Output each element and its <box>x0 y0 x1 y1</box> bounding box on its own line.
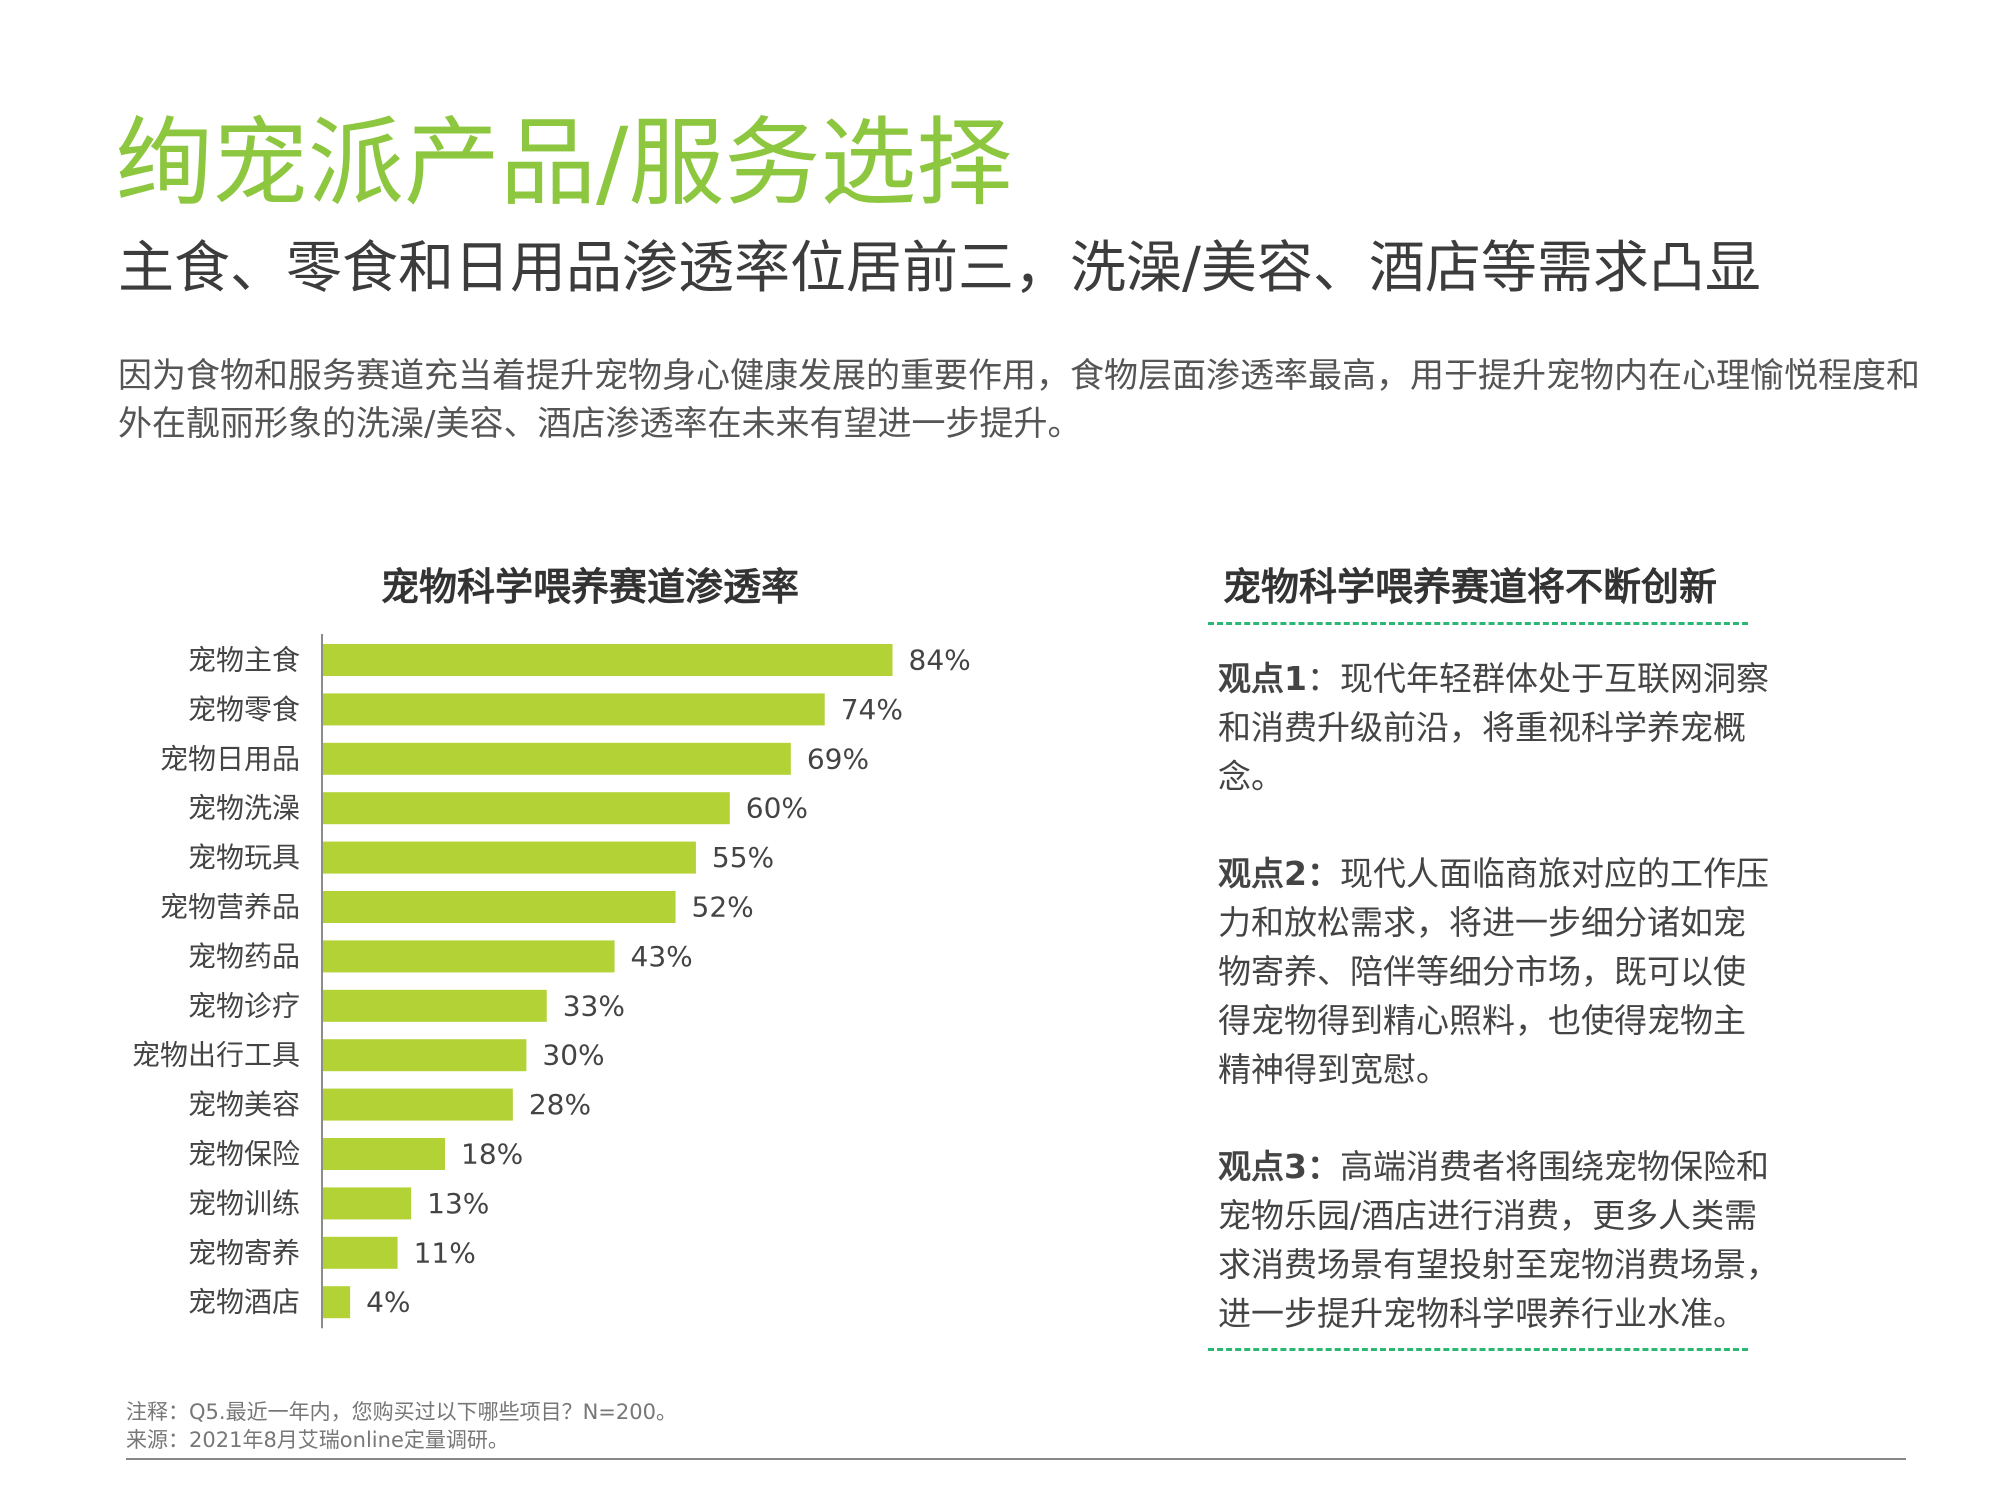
insight-point-2-label: 观点2： <box>1218 854 1340 893</box>
insight-point-3-line-3: 求消费场景有望投射至宠物消费场景， <box>1218 1245 1779 1284</box>
bar <box>323 792 730 825</box>
category-label: 宠物美容 <box>188 1088 300 1121</box>
bar <box>323 1286 351 1319</box>
value-label: 55% <box>712 841 774 874</box>
bar <box>323 841 696 874</box>
bar <box>323 644 893 676</box>
category-label: 宠物酒店 <box>188 1286 300 1319</box>
bar <box>323 1039 527 1072</box>
description-line-1: 因为食物和服务赛道充当着提升宠物身心健康发展的重要作用，食物层面渗透率最高，用于… <box>118 356 1920 396</box>
insight-point-3: 观点3：高端消费者将围绕宠物保险和 宠物乐园/酒店进行消费，更多人类需 求消费场… <box>1218 1142 1779 1338</box>
value-label: 4% <box>366 1286 410 1319</box>
insight-point-3-label: 观点3： <box>1218 1147 1340 1186</box>
footnote-note: 注释：Q5.最近一年内，您购买过以下哪些项目？N=200。 <box>126 1400 677 1424</box>
page-subtitle: 主食、零食和日用品渗透率位居前三，洗澡/美容、酒店等需求凸显 <box>118 236 1761 301</box>
value-label: 60% <box>746 792 808 825</box>
value-label: 18% <box>461 1138 523 1171</box>
category-label: 宠物主食 <box>188 644 300 677</box>
bar <box>323 742 791 775</box>
value-label: 33% <box>563 989 625 1022</box>
value-label: 84% <box>909 644 971 677</box>
insight-point-2: 观点2：现代人面临商旅对应的工作压 力和放松需求，将进一步细分诸如宠 物寄养、陪… <box>1218 849 1778 1094</box>
bar <box>323 940 615 973</box>
insight-point-2-line-2: 力和放松需求，将进一步细分诸如宠 <box>1218 903 1746 942</box>
category-label: 宠物诊疗 <box>188 989 300 1022</box>
insight-point-1: 观点1：现代年轻群体处于互联网洞察 和消费升级前沿，将重视科学养宠概 念。 <box>1218 654 1778 801</box>
value-label: 28% <box>529 1088 591 1121</box>
bar <box>323 891 676 923</box>
category-label: 宠物保险 <box>188 1138 300 1171</box>
category-label: 宠物训练 <box>188 1187 300 1220</box>
bottom-rule <box>126 1458 1906 1460</box>
category-label: 宠物营养品 <box>160 891 300 924</box>
value-label: 30% <box>542 1039 604 1072</box>
category-label: 宠物出行工具 <box>132 1039 300 1072</box>
insight-point-1-line-3: 念。 <box>1218 757 1284 796</box>
insight-point-2-line-5: 精神得到宽慰。 <box>1218 1050 1449 1089</box>
insights-top-divider <box>1208 622 1748 625</box>
footnote-source: 来源：2021年8月艾瑞online定量调研。 <box>126 1428 509 1452</box>
insight-point-1-line-1: ：现代年轻群体处于互联网洞察 <box>1306 659 1769 698</box>
category-label: 宠物日用品 <box>160 742 300 775</box>
page-title: 绚宠派产品/服务选择 <box>116 107 1013 219</box>
insights-title: 宠物科学喂养赛道将不断创新 <box>1222 565 1717 609</box>
category-label: 宠物寄养 <box>188 1236 300 1269</box>
insights-bottom-divider <box>1208 1348 1748 1351</box>
category-label: 宠物玩具 <box>188 841 300 874</box>
category-label: 宠物零食 <box>188 693 300 726</box>
value-label: 11% <box>414 1236 476 1269</box>
description: 因为食物和服务赛道充当着提升宠物身心健康发展的重要作用，食物层面渗透率最高，用于… <box>118 352 1920 448</box>
category-label: 宠物药品 <box>188 940 300 973</box>
value-label: 74% <box>841 693 903 726</box>
insights-panel: 观点1：现代年轻群体处于互联网洞察 和消费升级前沿，将重视科学养宠概 念。 观点… <box>1218 654 1779 1386</box>
chart-title: 宠物科学喂养赛道渗透率 <box>380 565 799 609</box>
bar-chart: 宠物主食 84% 宠物零食 74% 宠物日用品 69% 宠物洗澡 60% 宠物玩具 55% 宠物营养… <box>132 634 971 1329</box>
value-label: 43% <box>631 940 693 973</box>
bar <box>323 1138 446 1170</box>
bar <box>323 1088 513 1121</box>
insight-point-3-line-4: 进一步提升宠物科学喂养行业水准。 <box>1218 1294 1746 1333</box>
value-label: 69% <box>807 742 869 775</box>
category-label: 宠物洗澡 <box>188 792 300 825</box>
bar <box>323 1187 412 1220</box>
insight-point-1-line-2: 和消费升级前沿，将重视科学养宠概 <box>1218 708 1746 747</box>
bar <box>323 1236 398 1269</box>
insight-point-3-line-2: 宠物乐园/酒店进行消费，更多人类需 <box>1218 1196 1758 1235</box>
bar <box>323 989 547 1022</box>
bar <box>323 693 825 726</box>
insight-point-1-label: 观点1 <box>1218 659 1307 698</box>
description-line-2: 外在靓丽形象的洗澡/美容、酒店渗透率在未来有望进一步提升。 <box>118 404 1082 444</box>
insight-point-3-line-1: 高端消费者将围绕宠物保险和 <box>1339 1147 1769 1186</box>
insight-point-2-line-1: 现代人面临商旅对应的工作压 <box>1339 854 1769 893</box>
value-label: 13% <box>427 1187 489 1220</box>
insight-point-2-line-4: 得宠物得到精心照料，也使得宠物主 <box>1218 1001 1746 1040</box>
footnotes: 注释：Q5.最近一年内，您购买过以下哪些项目？N=200。 来源：2021年8月… <box>126 1398 677 1454</box>
insight-point-2-line-3: 物寄养、陪伴等细分市场，既可以使 <box>1218 952 1746 991</box>
value-label: 52% <box>692 891 754 924</box>
